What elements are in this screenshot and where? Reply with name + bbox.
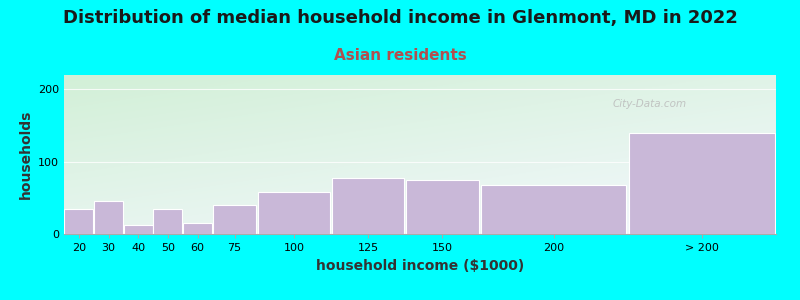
Bar bbox=[629, 133, 774, 234]
Text: Distribution of median household income in Glenmont, MD in 2022: Distribution of median household income … bbox=[62, 9, 738, 27]
Bar bbox=[258, 192, 330, 234]
Bar bbox=[332, 178, 405, 234]
Bar bbox=[406, 180, 478, 234]
Bar bbox=[94, 202, 123, 234]
Bar bbox=[154, 209, 182, 234]
Text: City-Data.com: City-Data.com bbox=[612, 99, 686, 109]
Y-axis label: households: households bbox=[18, 110, 33, 199]
Bar bbox=[213, 205, 256, 234]
X-axis label: household income ($1000): household income ($1000) bbox=[316, 259, 524, 273]
Bar bbox=[183, 223, 212, 234]
Bar bbox=[124, 225, 153, 234]
Text: Asian residents: Asian residents bbox=[334, 48, 466, 63]
Bar bbox=[481, 185, 626, 234]
Bar bbox=[64, 209, 94, 234]
